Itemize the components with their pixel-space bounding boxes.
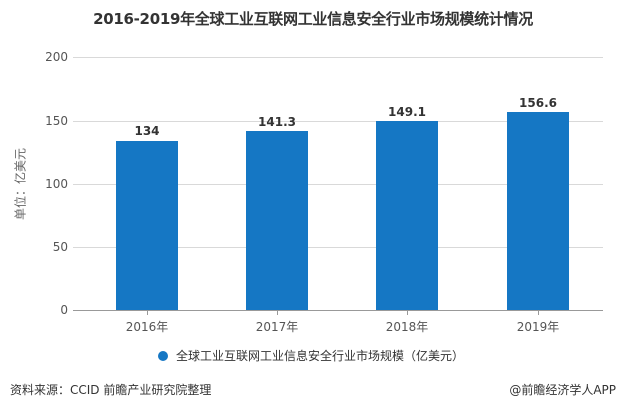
- x-axis-line: [73, 310, 603, 311]
- bar-value-label: 156.6: [519, 96, 557, 110]
- bar-2018[interactable]: [376, 121, 438, 310]
- x-tick-mark: [407, 310, 408, 315]
- gridline-50: [73, 247, 603, 248]
- bar-2016[interactable]: [116, 141, 178, 310]
- x-tick-mark: [277, 310, 278, 315]
- legend-marker-icon: [158, 350, 168, 361]
- bar-2019[interactable]: [507, 112, 569, 310]
- gridline-100: [73, 184, 603, 185]
- y-tick-150: 150: [45, 114, 68, 128]
- bar-value-label: 149.1: [388, 105, 426, 119]
- x-tick-label: 2017年: [255, 320, 299, 334]
- source-note: 资料来源：CCID 前瞻产业研究院整理: [10, 383, 212, 397]
- bar-value-label: 134: [134, 124, 160, 138]
- credit-note: @前瞻经济学人APP: [509, 383, 616, 397]
- y-tick-100: 100: [45, 177, 68, 191]
- x-tick-label: 2016年: [125, 320, 169, 334]
- legend-label: 全球工业互联网工业信息安全行业市场规模（亿美元）: [176, 349, 465, 363]
- y-tick-200: 200: [45, 50, 68, 64]
- x-tick-mark: [147, 310, 148, 315]
- bar-2017[interactable]: [246, 131, 308, 310]
- x-tick-mark: [538, 310, 539, 315]
- y-tick-50: 50: [52, 240, 68, 254]
- x-tick-label: 2018年: [385, 320, 429, 334]
- y-tick-0: 0: [60, 303, 68, 317]
- legend[interactable]: 全球工业互联网工业信息安全行业市场规模（亿美元）: [158, 347, 464, 364]
- y-axis-label: 单位：亿美元: [13, 147, 28, 221]
- bar-value-label: 141.3: [258, 115, 296, 129]
- gridline-200: [73, 57, 603, 58]
- gridline-150: [73, 121, 603, 122]
- chart-title: 2016-2019年全球工业互联网工业信息安全行业市场规模统计情况: [93, 10, 533, 28]
- x-tick-label: 2019年: [516, 320, 560, 334]
